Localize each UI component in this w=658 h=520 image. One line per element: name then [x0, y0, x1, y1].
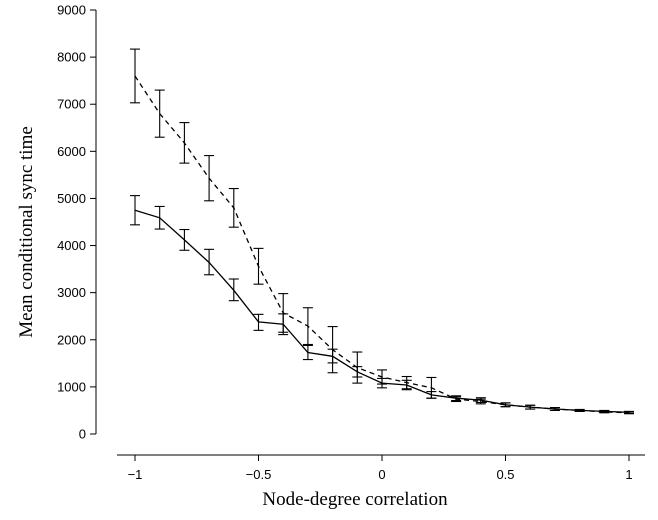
error-bar	[179, 122, 190, 164]
axes: 0 1000 2000 3000 4000 5000 6000 7000 8000 9000 −1 −…	[57, 3, 645, 482]
y-axis-title: Mean conditional sync time	[16, 126, 37, 338]
error-bar	[179, 228, 190, 251]
error-bar	[327, 326, 338, 374]
y-tick-label: 2000	[57, 332, 86, 347]
y-tick-label: 8000	[57, 50, 86, 65]
error-bar	[130, 195, 140, 226]
series-dashed	[130, 48, 634, 415]
error-bar	[352, 351, 363, 384]
y-tick-label: 7000	[57, 97, 86, 112]
error-bar	[154, 89, 165, 138]
y-tick-label: 1000	[57, 379, 86, 394]
series-layer	[130, 48, 634, 415]
x-tick-label: −1	[128, 467, 143, 482]
x-tick-label: 1	[625, 467, 632, 482]
error-bar	[228, 188, 239, 228]
error-bar	[624, 411, 634, 415]
y-tick-label: 4000	[57, 238, 86, 253]
error-bar	[154, 205, 165, 230]
error-bar	[599, 410, 610, 414]
error-bar	[549, 407, 560, 411]
error-bar	[204, 155, 215, 202]
series-line-dashed	[134, 75, 630, 414]
x-axis-title: Node-degree correlation	[262, 489, 448, 510]
error-bar	[228, 278, 239, 302]
y-tick-label: 0	[79, 427, 86, 442]
error-bar	[302, 344, 313, 361]
error-bar	[426, 376, 437, 399]
error-bar	[475, 398, 486, 405]
y-tick-label: 3000	[57, 285, 86, 300]
y-tick-label: 5000	[57, 191, 86, 206]
error-bar	[130, 48, 140, 104]
error-bar	[253, 247, 264, 285]
error-bar	[525, 404, 536, 410]
error-bar	[574, 408, 585, 412]
error-bar	[377, 369, 387, 385]
x-tick-label: 0.5	[496, 467, 514, 482]
error-bar	[500, 402, 511, 408]
y-tick-label: 9000	[57, 3, 86, 18]
error-bar	[204, 248, 215, 276]
error-bar	[253, 313, 264, 331]
error-bar	[451, 396, 462, 403]
y-tick-label: 6000	[57, 144, 86, 159]
error-bar	[302, 307, 313, 346]
x-tick-label: −0.5	[246, 467, 272, 482]
error-bar	[401, 375, 412, 390]
error-bar	[278, 293, 289, 333]
x-tick-label: 0	[378, 467, 385, 482]
